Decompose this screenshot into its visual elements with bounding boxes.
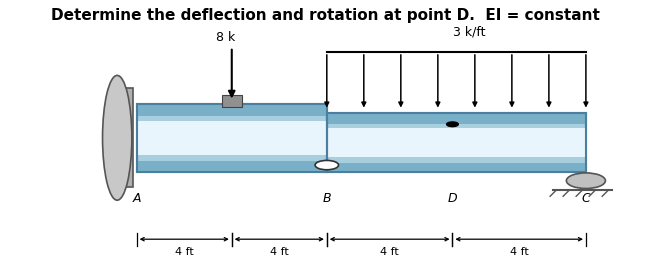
Ellipse shape [103,75,132,200]
Text: C: C [581,192,590,205]
Circle shape [566,173,605,188]
FancyBboxPatch shape [137,104,327,116]
FancyBboxPatch shape [327,128,586,157]
Text: B: B [322,192,331,205]
Text: 3 k/ft: 3 k/ft [453,26,486,39]
Text: D: D [448,192,457,205]
Text: 4 ft: 4 ft [270,247,288,257]
FancyBboxPatch shape [117,88,133,187]
FancyBboxPatch shape [327,113,586,123]
Text: Determine the deflection and rotation at point D.  EI = constant: Determine the deflection and rotation at… [51,8,600,23]
FancyBboxPatch shape [137,121,327,155]
Text: 4 ft: 4 ft [175,247,193,257]
Text: 8 k: 8 k [215,31,235,44]
FancyBboxPatch shape [137,161,327,172]
Circle shape [315,160,339,170]
Text: 4 ft: 4 ft [380,247,399,257]
FancyBboxPatch shape [222,95,242,107]
FancyBboxPatch shape [137,104,327,172]
Circle shape [447,122,458,127]
Text: 4 ft: 4 ft [510,247,529,257]
Text: A: A [132,192,141,205]
FancyBboxPatch shape [327,113,586,172]
FancyBboxPatch shape [327,163,586,172]
